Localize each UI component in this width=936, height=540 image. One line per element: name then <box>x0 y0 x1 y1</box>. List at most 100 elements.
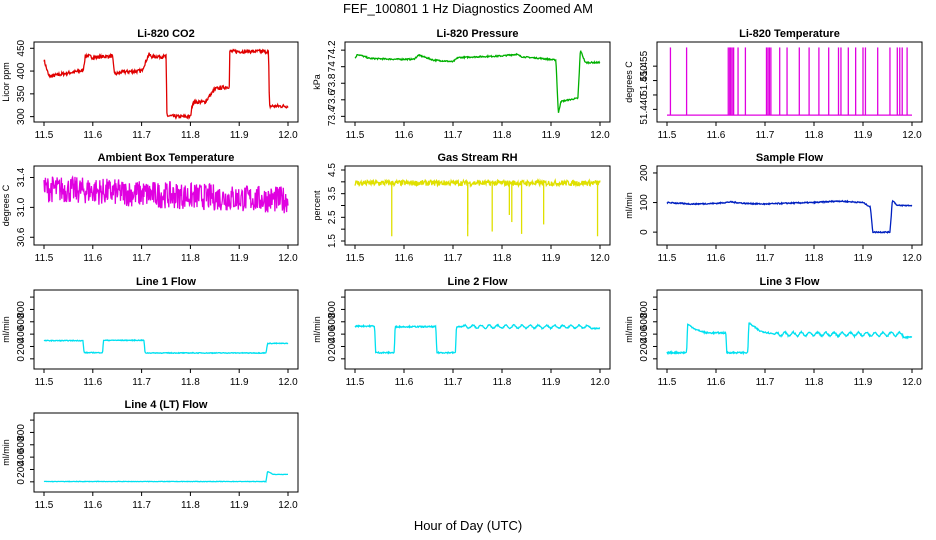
y-tick-label: 600 <box>16 313 27 330</box>
y-tick-label: 800 <box>16 424 27 441</box>
y-tick-label: 0 <box>639 356 650 362</box>
y-tick-label: 400 <box>16 62 27 79</box>
y-tick-label: 400 <box>16 448 27 465</box>
x-tick-label: 11.5 <box>346 130 365 141</box>
x-tick-label: 12.0 <box>278 500 298 511</box>
panel-title: Line 4 (LT) Flow <box>125 399 208 411</box>
x-tick-label: 11.8 <box>493 130 512 141</box>
panel-title: Line 3 Flow <box>760 276 820 288</box>
x-tick-label: 11.6 <box>83 500 102 511</box>
plot-frame <box>656 165 923 246</box>
x-tick-label: 11.6 <box>395 377 414 388</box>
panel-title: Ambient Box Temperature <box>98 152 235 164</box>
panel-3: Li-820 Temperature degrees C 11.5 11.6 11.7 1… <box>624 28 923 141</box>
x-tick-label: 11.9 <box>542 130 561 141</box>
plot-frame <box>656 41 923 123</box>
y-tick-label: 800 <box>639 301 650 318</box>
x-tick-label: 11.5 <box>35 500 54 511</box>
x-tick-label: 12.0 <box>902 130 922 141</box>
series-line <box>354 50 601 113</box>
panel-title: Li-820 Temperature <box>739 28 840 40</box>
y-tick-label: 200 <box>16 338 27 355</box>
x-tick-label: 11.8 <box>805 253 824 264</box>
x-tick-label: 12.0 <box>278 130 298 141</box>
x-tick-label: 11.8 <box>181 500 200 511</box>
x-tick-label: 11.6 <box>707 253 726 264</box>
x-tick-label: 11.5 <box>35 130 54 141</box>
x-tick-label: 11.7 <box>132 500 151 511</box>
y-tick-label: 350 <box>16 85 27 102</box>
panel-title: Li-820 Pressure <box>437 28 519 40</box>
y-tick-label: 4.5 <box>327 163 338 177</box>
y-tick-label: 73.4 <box>327 106 338 126</box>
y-axis-label: ml/min <box>624 192 634 219</box>
y-axis-label: ml/min <box>312 316 322 343</box>
x-tick-label: 11.9 <box>854 253 873 264</box>
y-tick-label: 2.5 <box>327 210 338 224</box>
x-tick-label: 11.5 <box>658 253 677 264</box>
x-tick-label: 11.7 <box>444 130 463 141</box>
panel-1: Li-820 CO2 Licor ppm 11.5 11.6 11.7 11.8 11.9 1… <box>1 28 299 141</box>
y-tick-label: 450 <box>16 39 27 56</box>
x-tick-label: 11.6 <box>83 130 102 141</box>
y-tick-label: 200 <box>16 461 27 478</box>
x-tick-label: 11.7 <box>756 253 775 264</box>
x-tick-label: 11.8 <box>181 253 200 264</box>
y-tick-label: 73.8 <box>327 73 338 93</box>
x-tick-label: 11.6 <box>83 377 102 388</box>
x-tick-label: 11.8 <box>181 377 200 388</box>
x-tick-label: 11.9 <box>542 377 561 388</box>
figure-title: FEF_100801 1 Hz Diagnostics Zoomed AM <box>342 1 593 16</box>
x-tick-label: 11.9 <box>230 377 249 388</box>
y-tick-label: 51.450 <box>639 65 650 96</box>
x-tick-label: 11.8 <box>181 130 200 141</box>
y-tick-label: 600 <box>16 436 27 453</box>
panel-10: Line 4 (LT) Flow ml/min 11.5 11.6 11.7 11.8 11… <box>1 399 299 511</box>
x-tick-label: 11.7 <box>444 253 463 264</box>
panel-2: Li-820 Pressure kPa 11.5 11.6 11.7 11.8 11.9 12… <box>312 28 611 141</box>
plot-frame <box>656 289 923 370</box>
panel-7: Line 1 Flow ml/min 11.5 11.6 11.7 11.8 11.9 12.… <box>1 276 299 388</box>
series-line <box>354 177 601 189</box>
y-tick-label: 200 <box>327 338 338 355</box>
x-tick-label: 11.5 <box>658 377 677 388</box>
y-axis-label: ml/min <box>624 316 634 343</box>
x-tick-label: 12.0 <box>590 130 610 141</box>
y-tick-label: 0 <box>16 356 27 362</box>
y-tick-label: 100 <box>639 194 650 211</box>
panel-4: Ambient Box Temperature degrees C 11.5 11.6… <box>1 152 299 264</box>
y-axis-label: degrees C <box>1 184 11 226</box>
x-tick-label: 11.5 <box>35 377 54 388</box>
panel-title: Sample Flow <box>756 152 824 164</box>
panel-title: Li-820 CO2 <box>137 28 194 40</box>
y-tick-label: 3.5 <box>327 186 338 200</box>
x-tick-label: 11.7 <box>444 377 463 388</box>
y-tick-label: 400 <box>16 325 27 342</box>
x-tick-label: 12.0 <box>278 253 298 264</box>
x-tick-label: 11.8 <box>805 377 824 388</box>
series-line <box>43 48 289 121</box>
plot-frame <box>344 41 611 123</box>
y-tick-label: 0 <box>327 356 338 362</box>
y-axis-label: ml/min <box>1 316 11 343</box>
y-tick-label: 1.5 <box>327 234 338 248</box>
y-tick-label: 74 <box>327 61 338 73</box>
panel-9: Line 3 Flow ml/min 11.5 11.6 11.7 11.8 11.9 12.… <box>624 276 923 388</box>
y-tick-label: 600 <box>639 313 650 330</box>
plot-frame <box>344 289 611 370</box>
x-tick-label: 11.9 <box>854 377 873 388</box>
x-tick-label: 11.6 <box>707 130 726 141</box>
x-tick-label: 11.5 <box>346 377 365 388</box>
x-tick-label: 11.5 <box>35 253 54 264</box>
y-tick-label: 400 <box>327 325 338 342</box>
x-tick-label: 12.0 <box>590 253 610 264</box>
x-tick-label: 11.5 <box>658 130 677 141</box>
x-tick-label: 12.0 <box>902 377 922 388</box>
y-axis-label: percent <box>312 190 322 221</box>
series-line <box>666 321 913 356</box>
x-tick-label: 11.9 <box>854 130 873 141</box>
x-tick-label: 11.9 <box>542 253 561 264</box>
plot-frame <box>33 412 299 493</box>
x-tick-label: 11.9 <box>230 130 249 141</box>
